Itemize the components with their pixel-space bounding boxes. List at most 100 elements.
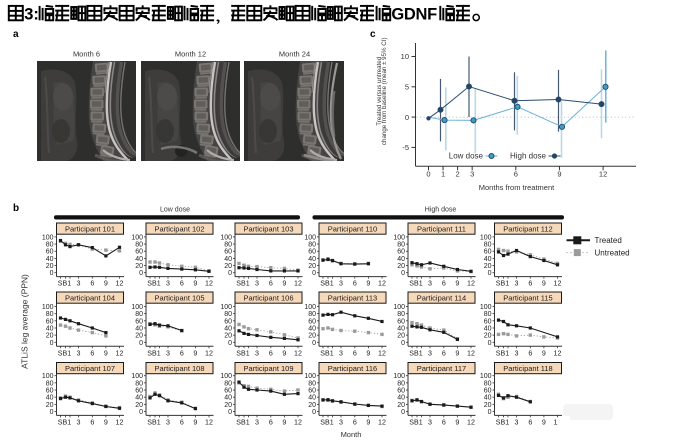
- svg-text:9: 9: [542, 419, 546, 427]
- svg-text:SB1: SB1: [147, 280, 160, 288]
- svg-text:60: 60: [46, 249, 54, 256]
- svg-text:9: 9: [193, 349, 197, 357]
- svg-text:3: 3: [428, 419, 432, 427]
- svg-text:SB1: SB1: [236, 280, 249, 288]
- svg-text:60: 60: [308, 388, 316, 395]
- svg-text:60: 60: [308, 249, 316, 256]
- svg-text:60: 60: [397, 318, 405, 325]
- svg-text:100: 100: [393, 234, 405, 241]
- svg-text:12: 12: [116, 280, 124, 288]
- svg-text:6: 6: [90, 280, 94, 288]
- svg-text:40: 40: [135, 325, 143, 332]
- svg-text:80: 80: [46, 311, 54, 318]
- svg-text:3: 3: [339, 419, 343, 427]
- svg-text:3: 3: [470, 169, 474, 178]
- svg-text:60: 60: [484, 249, 492, 256]
- svg-text:100: 100: [304, 234, 316, 241]
- svg-text:3: 3: [339, 280, 343, 288]
- svg-text:9: 9: [455, 419, 459, 427]
- svg-text:3: 3: [77, 280, 81, 288]
- svg-text:9: 9: [557, 169, 561, 178]
- svg-text:40: 40: [135, 395, 143, 402]
- svg-text:SB1: SB1: [320, 419, 333, 427]
- svg-text:High dose: High dose: [510, 152, 547, 161]
- svg-text:60: 60: [484, 388, 492, 395]
- svg-text:60: 60: [46, 388, 54, 395]
- svg-text:6: 6: [90, 349, 94, 357]
- svg-text:80: 80: [397, 380, 405, 387]
- svg-text:change from baseline (mean ± 9: change from baseline (mean ± 95% CI): [381, 37, 388, 145]
- svg-text:60: 60: [224, 388, 232, 395]
- svg-text:0: 0: [312, 409, 316, 416]
- svg-text:20: 20: [135, 333, 143, 340]
- svg-text:0: 0: [139, 409, 143, 416]
- svg-text:0: 0: [228, 270, 232, 277]
- svg-text:6: 6: [353, 349, 357, 357]
- svg-text:12: 12: [467, 280, 475, 288]
- svg-text:Treated: Treated: [595, 236, 622, 245]
- svg-text:c: c: [370, 29, 376, 40]
- svg-text:0: 0: [401, 409, 405, 416]
- svg-text:0: 0: [426, 169, 430, 178]
- svg-text:20: 20: [484, 333, 492, 340]
- svg-text:9: 9: [366, 280, 370, 288]
- svg-text:6: 6: [180, 349, 184, 357]
- svg-text:20: 20: [397, 402, 405, 409]
- svg-text:Month 12: Month 12: [175, 50, 206, 59]
- svg-text:6: 6: [353, 280, 357, 288]
- svg-text:40: 40: [484, 325, 492, 332]
- svg-text:6: 6: [180, 419, 184, 427]
- svg-text:60: 60: [397, 388, 405, 395]
- svg-text:SB1: SB1: [496, 419, 509, 427]
- svg-text:SB1: SB1: [236, 419, 249, 427]
- svg-text:SB1: SB1: [496, 349, 509, 357]
- svg-text:6: 6: [269, 349, 273, 357]
- svg-text:3: 3: [428, 349, 432, 357]
- svg-text:Participant 102: Participant 102: [154, 224, 204, 233]
- svg-text:40: 40: [484, 395, 492, 402]
- svg-text:100: 100: [42, 304, 54, 311]
- svg-text:100: 100: [304, 373, 316, 380]
- svg-text:60: 60: [308, 318, 316, 325]
- svg-text:0: 0: [312, 340, 316, 347]
- svg-text:80: 80: [46, 380, 54, 387]
- svg-text:Months from treatment: Months from treatment: [479, 183, 555, 192]
- svg-text:80: 80: [308, 311, 316, 318]
- svg-text:Treated versus untreated: Treated versus untreated: [376, 56, 383, 125]
- svg-text:0: 0: [228, 409, 232, 416]
- svg-text:100: 100: [131, 234, 143, 241]
- svg-text:9: 9: [193, 280, 197, 288]
- svg-text:9: 9: [366, 349, 370, 357]
- svg-text:12: 12: [554, 349, 562, 357]
- svg-text:Participant 109: Participant 109: [243, 364, 293, 373]
- svg-text:20: 20: [46, 402, 54, 409]
- svg-text:100: 100: [304, 304, 316, 311]
- svg-text:20: 20: [224, 333, 232, 340]
- svg-text:12: 12: [599, 169, 607, 178]
- svg-text:12: 12: [378, 280, 386, 288]
- svg-text:80: 80: [484, 242, 492, 249]
- svg-text:3: 3: [255, 280, 259, 288]
- svg-text:SB1: SB1: [409, 419, 422, 427]
- svg-text:12: 12: [554, 419, 562, 427]
- svg-text:9: 9: [542, 349, 546, 357]
- svg-text:20: 20: [46, 333, 54, 340]
- svg-text:80: 80: [308, 380, 316, 387]
- svg-text:0: 0: [401, 340, 405, 347]
- svg-text:40: 40: [224, 395, 232, 402]
- svg-text:20: 20: [397, 263, 405, 270]
- svg-text:6: 6: [528, 419, 532, 427]
- svg-text:Participant 101: Participant 101: [65, 224, 115, 233]
- svg-text:80: 80: [224, 242, 232, 249]
- svg-text:6: 6: [180, 280, 184, 288]
- svg-text:12: 12: [294, 280, 302, 288]
- svg-text:Participant 103: Participant 103: [243, 224, 293, 233]
- svg-text:Month 24: Month 24: [279, 50, 310, 59]
- svg-text:Participant 116: Participant 116: [328, 364, 377, 373]
- svg-text:3: 3: [255, 419, 259, 427]
- svg-text:100: 100: [480, 234, 492, 241]
- svg-text:80: 80: [135, 311, 143, 318]
- svg-text:20: 20: [224, 402, 232, 409]
- svg-text:100: 100: [220, 373, 232, 380]
- svg-text:40: 40: [397, 325, 405, 332]
